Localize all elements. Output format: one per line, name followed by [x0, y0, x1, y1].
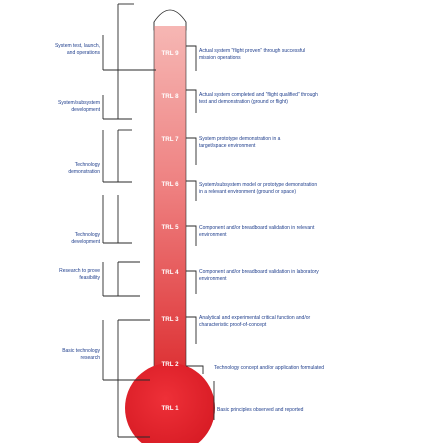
stage-label-line: Basic technology: [62, 348, 100, 354]
trl-description: System/subsystem model or prototype demo…: [199, 182, 317, 195]
trl-description-line: environment: [199, 276, 227, 282]
trl-description-line: test and demonstration (ground or flight…: [199, 99, 288, 105]
stage-label-line: feasibility: [79, 275, 100, 281]
trl-description-line: Technology concept and/or application fo…: [214, 365, 324, 371]
trl-descriptions: Actual system “flight proven” through su…: [199, 48, 324, 413]
trl-level-label: TRL 6: [161, 181, 179, 188]
stage-label-line: research: [81, 355, 101, 361]
stage-label-line: System test, launch,: [55, 43, 100, 49]
trl-level-label: TRL 1: [161, 405, 179, 412]
trl-description-line: characteristic proof-of-concept: [199, 322, 267, 328]
trl-description-line: Component and/or breadboard validation i…: [199, 225, 315, 231]
thermometer-bulb: [125, 363, 215, 443]
trl-description-line: target/space environment: [199, 143, 256, 149]
stage-label-line: Technology: [75, 162, 101, 168]
trl-level-label: TRL 3: [161, 316, 179, 323]
stage-label-line: Technology: [75, 232, 101, 238]
trl-description-line: Actual system completed and “flight qual…: [199, 92, 318, 98]
stage-labels: System test, launch,and operationsSystem…: [55, 43, 101, 361]
trl-description-line: Basic principles observed and reported: [217, 407, 304, 413]
trl-description: Analytical and experimental critical fun…: [199, 315, 311, 328]
stage-label-line: development: [71, 107, 100, 113]
trl-description: Component and/or breadboard validation i…: [199, 225, 315, 238]
trl-description-line: mission operations: [199, 55, 241, 61]
trl-level-label: TRL 8: [161, 93, 179, 100]
trl-description-line: environment: [199, 232, 227, 238]
stage-label-line: System/subsystem: [58, 100, 100, 106]
trl-description: System prototype demonstration in atarge…: [199, 136, 281, 149]
trl-level-label: TRL 7: [161, 136, 179, 143]
trl-description: Component and/or breadboard validation i…: [199, 269, 319, 282]
trl-description: Technology concept and/or application fo…: [214, 365, 324, 371]
trl-description: Actual system “flight proven” through su…: [199, 48, 305, 61]
trl-description-line: System prototype demonstration in a: [199, 136, 281, 142]
stage-brackets: [102, 3, 156, 438]
trl-level-label: TRL 9: [161, 50, 179, 57]
trl-level-label: TRL 5: [161, 224, 179, 231]
trl-description: Basic principles observed and reported: [217, 407, 304, 413]
trl-description-line: Component and/or breadboard validation i…: [199, 269, 319, 275]
stage-label-line: development: [71, 239, 100, 245]
thermometer-tube: [154, 26, 186, 386]
trl-level-label: TRL 4: [161, 269, 179, 276]
trl-levels: TRL 9 TRL 8 TRL 7 TRL 6 TRL 5 TRL 4 TRL 3 TRL 2…: [161, 50, 179, 412]
stage-system-test: System test, launch,and operations: [55, 43, 101, 56]
trl-description: Actual system completed and “flight qual…: [199, 92, 318, 105]
trl-description-line: Actual system “flight proven” through su…: [199, 48, 305, 54]
trl-level-label: TRL 2: [161, 361, 179, 368]
description-leaders: [186, 45, 215, 420]
thermometer: [125, 9, 215, 443]
stage-label-line: Research to prove: [59, 268, 100, 274]
stage-label-line: and operations: [67, 50, 101, 56]
trl-description-line: Analytical and experimental critical fun…: [199, 315, 311, 321]
stage-label-line: demonstration: [68, 169, 100, 175]
trl-description-line: System/subsystem model or prototype demo…: [199, 182, 317, 188]
trl-description-line: in a relevant environment (ground or spa…: [199, 189, 296, 195]
